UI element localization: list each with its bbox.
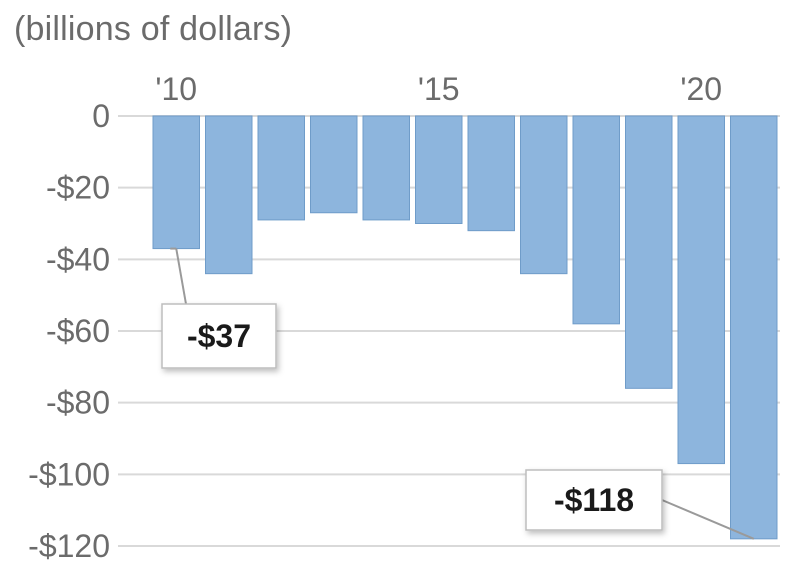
y-tick-label: -$120 — [28, 528, 110, 563]
y-tick-label: -$100 — [28, 456, 110, 492]
callout-label: -$37 — [187, 318, 251, 354]
y-tick-label: -$80 — [46, 385, 110, 421]
bar-2013 — [310, 115, 358, 214]
unit-label: (billions of dollars) — [14, 10, 293, 48]
bar-2017 — [520, 115, 568, 275]
annotations: -$37 -$118 — [161, 247, 755, 540]
bar-2011 — [205, 115, 253, 275]
y-tick-label: -$20 — [46, 170, 110, 206]
y-tick-label: -$60 — [46, 313, 110, 349]
bar-2015 — [415, 115, 463, 224]
bar-2019 — [625, 115, 673, 389]
bar-2010 — [152, 115, 200, 250]
callout-box — [161, 303, 277, 369]
y-axis-ticks: 0 -$20 -$40 -$60 -$80 -$100 -$120 — [28, 98, 110, 564]
bar-2018 — [572, 115, 620, 325]
callout-label: -$118 — [554, 482, 634, 518]
x-axis-ticks: '10 '15 '20 — [155, 71, 722, 107]
bar-2020 — [677, 115, 725, 465]
callout-leader — [175, 248, 187, 305]
y-tick-label: -$40 — [46, 241, 110, 277]
bar-2012 — [257, 115, 305, 221]
bar-2021 — [730, 115, 778, 540]
bar-2016 — [467, 115, 515, 232]
bar-2014 — [362, 115, 410, 221]
bars — [152, 115, 778, 540]
x-tick-label: '10 — [155, 71, 197, 107]
x-tick-label: '20 — [680, 71, 722, 107]
callout-box — [525, 469, 663, 531]
y-tick-label: 0 — [92, 98, 110, 134]
x-tick-label: '15 — [418, 71, 460, 107]
callout-leader — [661, 499, 755, 540]
